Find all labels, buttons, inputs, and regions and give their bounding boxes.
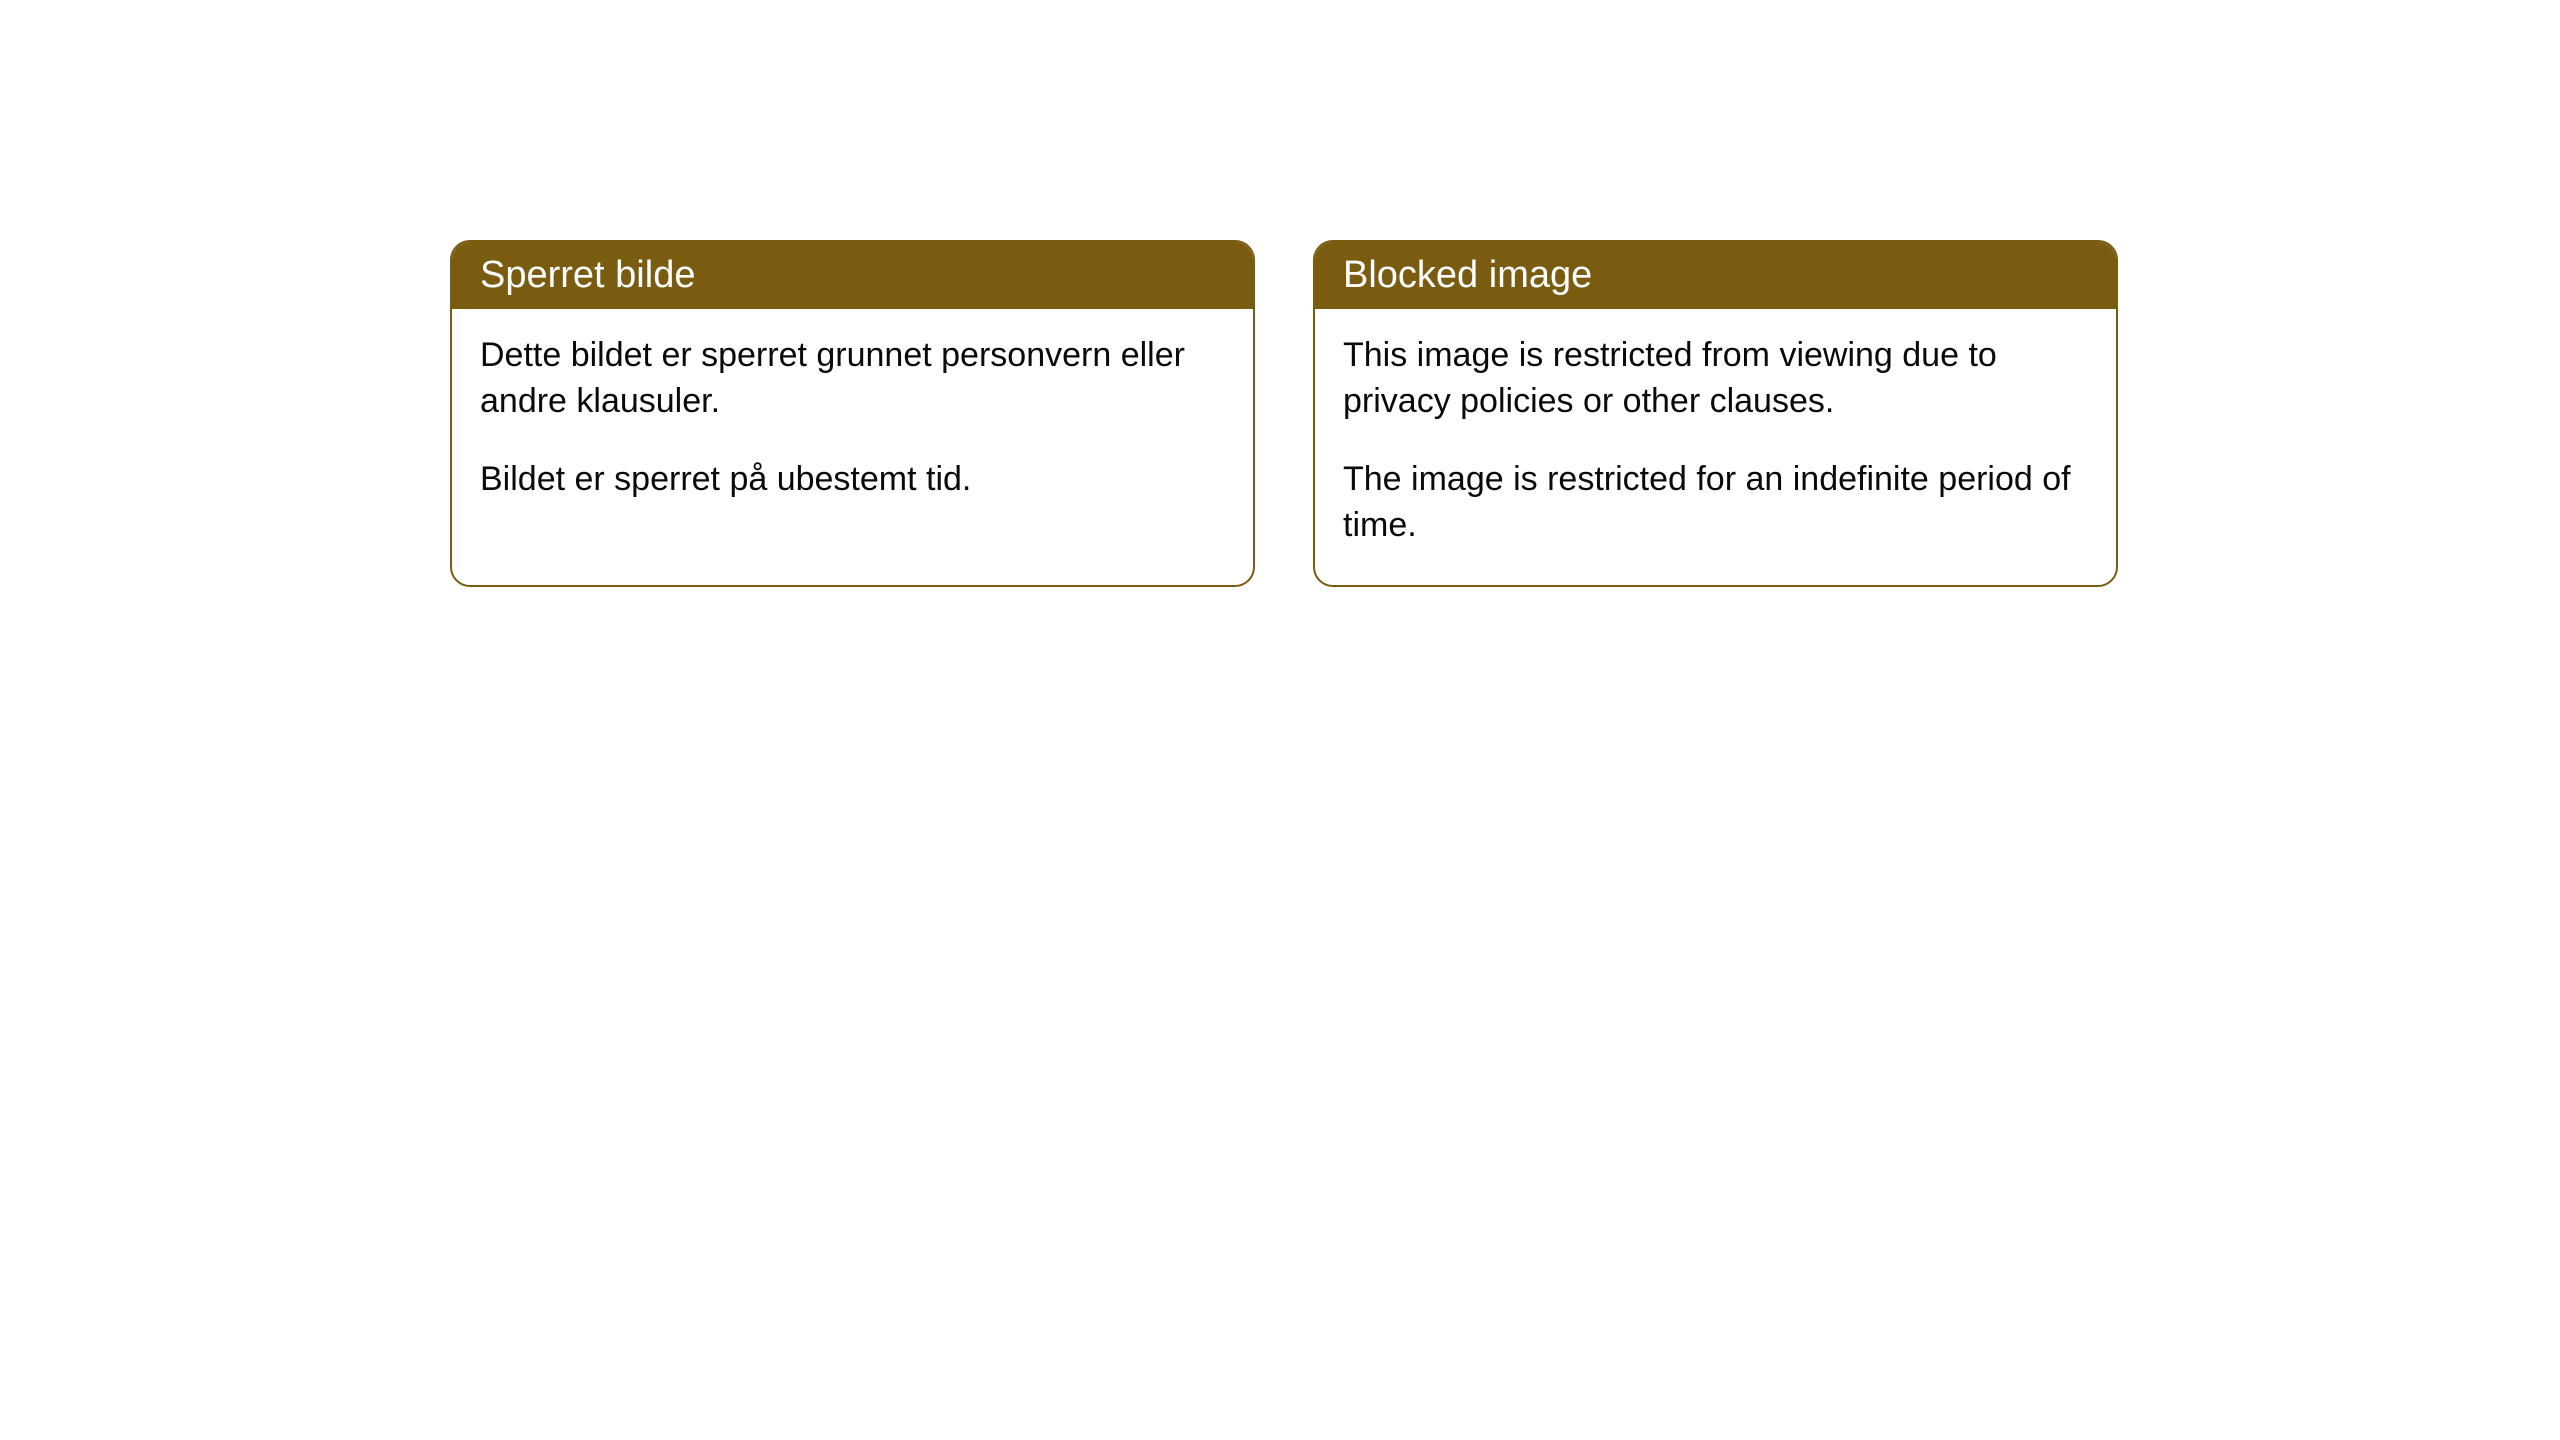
card-text-2-en: The image is restricted for an indefinit… [1343,457,2088,549]
card-title-en: Blocked image [1343,254,1592,296]
card-header-en: Blocked image [1315,242,2116,309]
blocked-image-card-no: Sperret bilde Dette bildet er sperret gr… [450,240,1255,587]
card-body-en: This image is restricted from viewing du… [1315,309,2116,585]
notification-cards-container: Sperret bilde Dette bildet er sperret gr… [450,240,2118,587]
card-body-no: Dette bildet er sperret grunnet personve… [452,309,1253,539]
card-title-no: Sperret bilde [480,254,695,296]
card-text-1-no: Dette bildet er sperret grunnet personve… [480,333,1225,425]
card-header-no: Sperret bilde [452,242,1253,309]
blocked-image-card-en: Blocked image This image is restricted f… [1313,240,2118,587]
card-text-1-en: This image is restricted from viewing du… [1343,333,2088,425]
card-text-2-no: Bildet er sperret på ubestemt tid. [480,457,1225,503]
